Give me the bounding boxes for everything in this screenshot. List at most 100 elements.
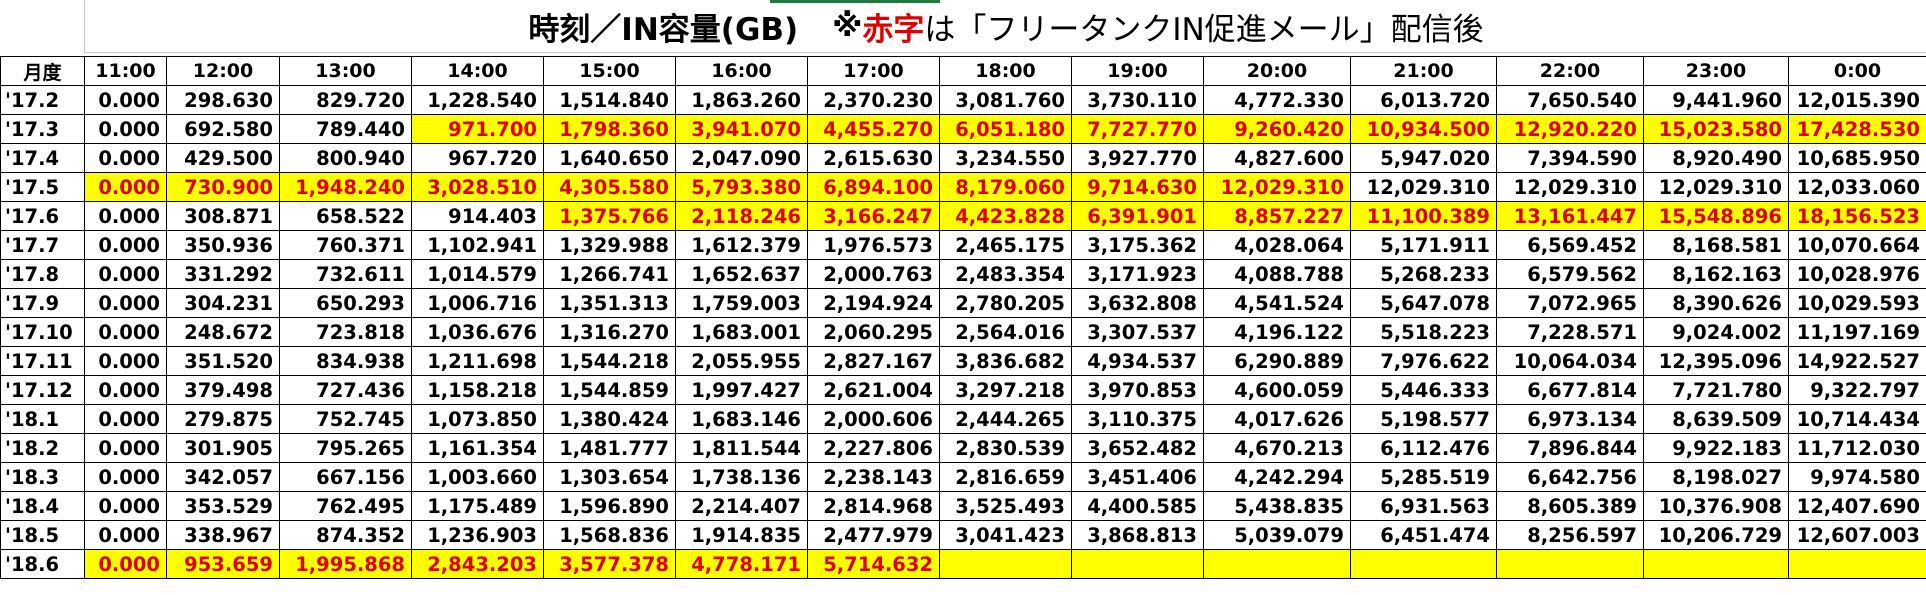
value-cell[interactable]: 279.875 bbox=[166, 404, 280, 434]
value-cell[interactable]: 11,712.030 bbox=[1788, 433, 1926, 463]
month-cell[interactable]: '18.1 bbox=[0, 404, 85, 434]
month-cell[interactable]: '17.6 bbox=[0, 201, 85, 231]
value-cell[interactable]: 5,793.380 bbox=[675, 172, 808, 202]
value-cell[interactable]: 429.500 bbox=[166, 143, 280, 173]
value-cell[interactable]: 10,685.950 bbox=[1788, 143, 1926, 173]
value-cell[interactable]: 2,615.630 bbox=[807, 143, 940, 173]
value-cell[interactable]: 2,370.230 bbox=[807, 85, 940, 115]
value-cell[interactable]: 353.529 bbox=[166, 491, 280, 521]
value-cell[interactable]: 829.720 bbox=[279, 85, 412, 115]
value-cell[interactable]: 4,017.626 bbox=[1203, 404, 1351, 434]
value-cell[interactable]: 0.000 bbox=[84, 520, 167, 550]
value-cell[interactable]: 0.000 bbox=[84, 85, 167, 115]
value-cell[interactable]: 10,714.434 bbox=[1788, 404, 1926, 434]
value-cell[interactable]: 10,064.034 bbox=[1496, 346, 1644, 376]
value-cell[interactable]: 2,564.016 bbox=[939, 317, 1072, 347]
value-cell[interactable]: 1,976.573 bbox=[807, 230, 940, 260]
value-cell[interactable]: 2,047.090 bbox=[675, 143, 808, 173]
value-cell[interactable]: 8,605.389 bbox=[1496, 491, 1644, 521]
month-cell[interactable]: '18.5 bbox=[0, 520, 85, 550]
value-cell[interactable]: 2,118.246 bbox=[675, 201, 808, 231]
value-cell[interactable]: 2,227.806 bbox=[807, 433, 940, 463]
value-cell[interactable]: 971.700 bbox=[411, 114, 544, 144]
value-cell[interactable]: 0.000 bbox=[84, 201, 167, 231]
header-month[interactable]: 月度 bbox=[0, 56, 85, 86]
value-cell[interactable]: 752.745 bbox=[279, 404, 412, 434]
value-cell[interactable]: 13,161.447 bbox=[1496, 201, 1644, 231]
value-cell[interactable]: 0.000 bbox=[84, 230, 167, 260]
value-cell[interactable]: 1,596.890 bbox=[543, 491, 676, 521]
value-cell[interactable]: 6,013.720 bbox=[1350, 85, 1497, 115]
value-cell[interactable]: 7,228.571 bbox=[1496, 317, 1644, 347]
month-cell[interactable]: '17.10 bbox=[0, 317, 85, 347]
value-cell[interactable]: 2,194.924 bbox=[807, 288, 940, 318]
value-cell[interactable]: 6,973.134 bbox=[1496, 404, 1644, 434]
value-cell[interactable]: 0.000 bbox=[84, 491, 167, 521]
value-cell[interactable]: 379.498 bbox=[166, 375, 280, 405]
value-cell[interactable]: 953.659 bbox=[166, 549, 280, 579]
header-hour[interactable]: 19:00 bbox=[1071, 56, 1204, 86]
value-cell[interactable]: 727.436 bbox=[279, 375, 412, 405]
value-cell[interactable]: 12,015.390 bbox=[1788, 85, 1926, 115]
value-cell[interactable] bbox=[1788, 549, 1926, 579]
value-cell[interactable]: 1,995.868 bbox=[279, 549, 412, 579]
value-cell[interactable]: 1,266.741 bbox=[543, 259, 676, 289]
value-cell[interactable]: 2,483.354 bbox=[939, 259, 1072, 289]
value-cell[interactable]: 1,102.941 bbox=[411, 230, 544, 260]
value-cell[interactable]: 4,305.580 bbox=[543, 172, 676, 202]
value-cell[interactable]: 12,407.690 bbox=[1788, 491, 1926, 521]
value-cell[interactable]: 12,395.096 bbox=[1643, 346, 1789, 376]
value-cell[interactable]: 1,158.218 bbox=[411, 375, 544, 405]
value-cell[interactable]: 4,196.122 bbox=[1203, 317, 1351, 347]
value-cell[interactable]: 5,198.577 bbox=[1350, 404, 1497, 434]
value-cell[interactable]: 1,375.766 bbox=[543, 201, 676, 231]
value-cell[interactable]: 5,714.632 bbox=[807, 549, 940, 579]
value-cell[interactable]: 1,914.835 bbox=[675, 520, 808, 550]
month-cell[interactable]: '18.2 bbox=[0, 433, 85, 463]
value-cell[interactable]: 7,896.844 bbox=[1496, 433, 1644, 463]
header-hour[interactable]: 13:00 bbox=[279, 56, 412, 86]
value-cell[interactable]: 5,268.233 bbox=[1350, 259, 1497, 289]
value-cell[interactable]: 6,569.452 bbox=[1496, 230, 1644, 260]
value-cell[interactable]: 2,830.539 bbox=[939, 433, 1072, 463]
value-cell[interactable]: 0.000 bbox=[84, 433, 167, 463]
value-cell[interactable]: 6,677.814 bbox=[1496, 375, 1644, 405]
value-cell[interactable]: 1,612.379 bbox=[675, 230, 808, 260]
value-cell[interactable]: 338.967 bbox=[166, 520, 280, 550]
value-cell[interactable]: 3,028.510 bbox=[411, 172, 544, 202]
value-cell[interactable]: 2,814.968 bbox=[807, 491, 940, 521]
value-cell[interactable]: 8,857.227 bbox=[1203, 201, 1351, 231]
month-cell[interactable]: '17.2 bbox=[0, 85, 85, 115]
value-cell[interactable]: 18,156.523 bbox=[1788, 201, 1926, 231]
value-cell[interactable]: 4,934.537 bbox=[1071, 346, 1204, 376]
header-hour[interactable]: 15:00 bbox=[543, 56, 676, 86]
value-cell[interactable]: 3,652.482 bbox=[1071, 433, 1204, 463]
value-cell[interactable]: 9,441.960 bbox=[1643, 85, 1789, 115]
value-cell[interactable]: 3,525.493 bbox=[939, 491, 1072, 521]
value-cell[interactable]: 3,171.923 bbox=[1071, 259, 1204, 289]
month-cell[interactable]: '17.11 bbox=[0, 346, 85, 376]
value-cell[interactable]: 1,640.650 bbox=[543, 143, 676, 173]
month-cell[interactable]: '17.12 bbox=[0, 375, 85, 405]
value-cell[interactable]: 967.720 bbox=[411, 143, 544, 173]
value-cell[interactable]: 5,446.333 bbox=[1350, 375, 1497, 405]
value-cell[interactable]: 800.940 bbox=[279, 143, 412, 173]
value-cell[interactable]: 2,780.205 bbox=[939, 288, 1072, 318]
value-cell[interactable]: 1,738.136 bbox=[675, 462, 808, 492]
value-cell[interactable]: 795.265 bbox=[279, 433, 412, 463]
value-cell[interactable]: 1,652.637 bbox=[675, 259, 808, 289]
value-cell[interactable]: 732.611 bbox=[279, 259, 412, 289]
value-cell[interactable]: 10,206.729 bbox=[1643, 520, 1789, 550]
value-cell[interactable]: 10,376.908 bbox=[1643, 491, 1789, 521]
value-cell[interactable] bbox=[1643, 549, 1789, 579]
value-cell[interactable]: 7,727.770 bbox=[1071, 114, 1204, 144]
header-hour[interactable]: 23:00 bbox=[1643, 56, 1789, 86]
value-cell[interactable]: 331.292 bbox=[166, 259, 280, 289]
value-cell[interactable]: 0.000 bbox=[84, 549, 167, 579]
value-cell[interactable]: 4,423.828 bbox=[939, 201, 1072, 231]
value-cell[interactable]: 1,316.270 bbox=[543, 317, 676, 347]
value-cell[interactable] bbox=[1203, 549, 1351, 579]
value-cell[interactable]: 3,970.853 bbox=[1071, 375, 1204, 405]
value-cell[interactable]: 1,948.240 bbox=[279, 172, 412, 202]
header-hour[interactable]: 12:00 bbox=[166, 56, 280, 86]
